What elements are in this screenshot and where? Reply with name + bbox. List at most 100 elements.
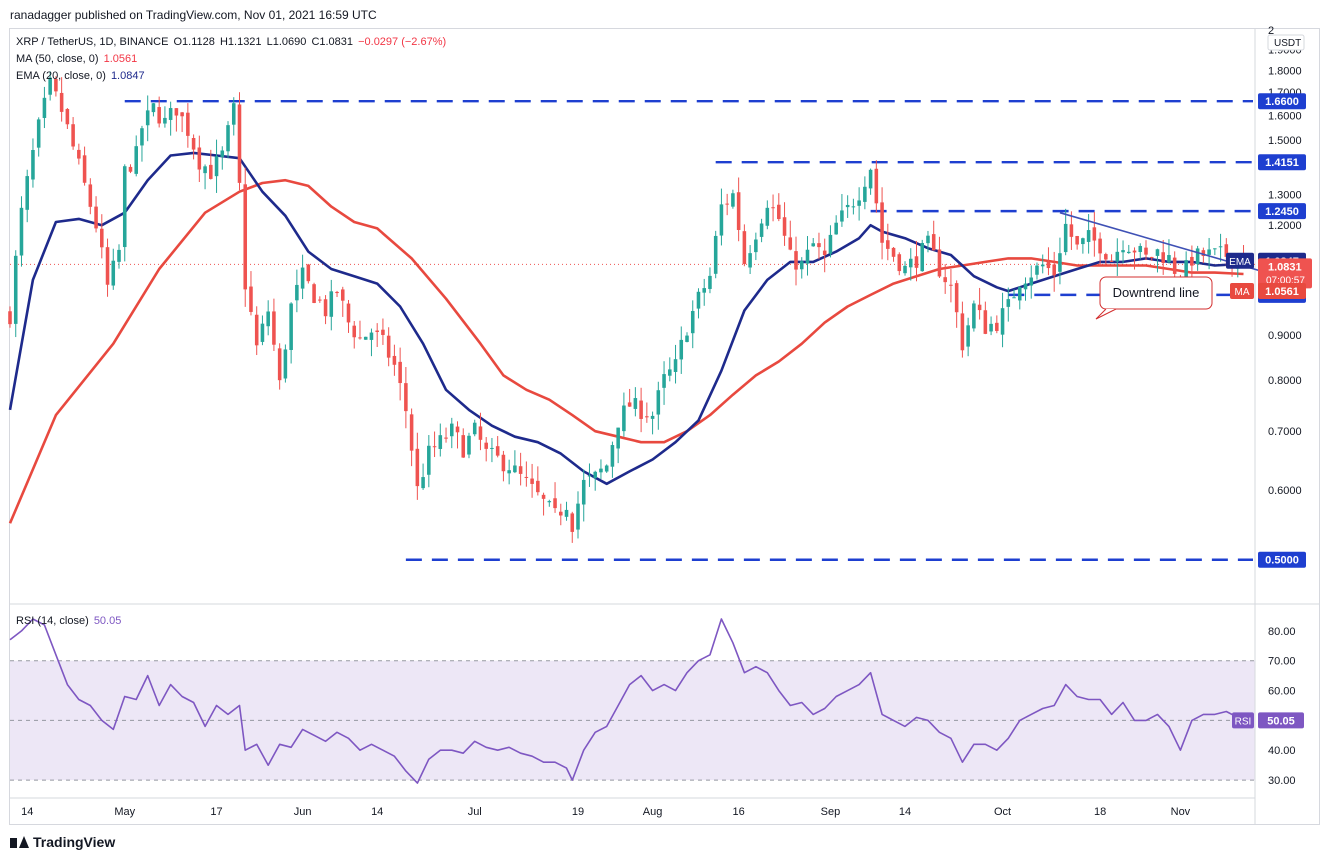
candle-body — [736, 192, 741, 230]
candle-body — [1092, 227, 1097, 241]
candle-body — [191, 138, 196, 150]
candle-body — [690, 310, 695, 334]
ma-value-tag — [1258, 283, 1306, 300]
candle-body — [685, 335, 689, 342]
candle-body — [42, 97, 47, 118]
candle-body — [444, 437, 448, 439]
candle-body — [1144, 247, 1148, 255]
candle-body — [731, 193, 735, 207]
rsi-tick-label: 70.00 — [1268, 656, 1296, 668]
candle-body — [197, 147, 202, 170]
candle-body — [943, 277, 947, 283]
candle-body — [541, 494, 546, 499]
candle-body — [668, 369, 672, 376]
candle-body — [1040, 264, 1045, 267]
candle-body — [1184, 260, 1188, 289]
candle-body — [1023, 283, 1028, 290]
candle-body — [19, 207, 24, 256]
candle-body — [214, 156, 219, 177]
candle-body — [1218, 246, 1223, 248]
ma-tag-badge — [1230, 283, 1254, 300]
level-price-tag — [1258, 93, 1306, 110]
candle-body — [100, 228, 104, 248]
rsi-value-label: 50.05 — [1267, 715, 1295, 727]
brand-name: TradingView — [33, 834, 116, 850]
rsi-legend-value: 50.05 — [93, 615, 122, 627]
candle-body — [604, 465, 609, 472]
candle-body — [1195, 248, 1200, 265]
symbol-legend: XRP / TetherUS, 1D, BINANCE O1.1128 H1.1… — [16, 36, 446, 48]
rsi-tag-text: RSI — [1235, 716, 1252, 727]
candle-body — [937, 249, 942, 277]
candle-body — [157, 107, 161, 124]
candle-body — [834, 222, 838, 235]
time-tick-label: 14 — [371, 806, 383, 818]
candle-body — [530, 478, 534, 484]
candle-body — [627, 402, 632, 407]
candle-body — [306, 264, 311, 282]
symbol-name[interactable]: XRP / TetherUS, 1D, BINANCE — [16, 36, 169, 48]
price-tick-label: 1.2000 — [1268, 220, 1302, 232]
candle-body — [231, 103, 236, 125]
level-price-label: 1.6600 — [1265, 96, 1299, 108]
candle-body — [300, 267, 305, 289]
price-tick-label: 0.7000 — [1268, 426, 1302, 438]
candle-body — [134, 146, 138, 174]
candle-body — [799, 261, 804, 270]
candle-body — [886, 240, 890, 249]
candle-body — [1132, 250, 1137, 253]
level-price-tag — [1258, 551, 1306, 568]
candle-body — [1052, 264, 1056, 276]
candle-body — [920, 242, 925, 272]
candle-body — [765, 207, 770, 226]
candle-body — [1012, 297, 1016, 299]
price-tick-label: 0.6000 — [1268, 485, 1302, 497]
price-tick-label: 1.5000 — [1268, 135, 1302, 147]
candle-body — [1058, 253, 1062, 272]
candle-body — [840, 210, 844, 222]
close-value: C1.0831 — [311, 36, 354, 48]
candle-body — [1109, 260, 1114, 262]
rsi-band — [10, 660, 1255, 781]
candle-body — [140, 128, 144, 146]
candle-body — [54, 78, 58, 92]
last-price-tag — [1258, 258, 1312, 289]
candle-body — [13, 255, 18, 324]
ma-value-label: 1.0561 — [1265, 286, 1299, 298]
candle-body — [254, 314, 259, 346]
time-tick-label: 19 — [572, 806, 584, 818]
level-price-label: 0.5000 — [1265, 555, 1299, 567]
candle-body — [128, 166, 133, 172]
candle-body — [180, 112, 184, 117]
candle-body — [59, 92, 64, 112]
ma-label[interactable]: MA (50, close, 0) — [16, 53, 99, 65]
candle-body — [432, 446, 437, 448]
footer-brand[interactable]: TradingView — [10, 834, 115, 850]
candle-body — [404, 383, 408, 412]
rsi-label[interactable]: RSI (14, close) — [16, 615, 89, 627]
candle-body — [570, 513, 575, 532]
candle-body — [1172, 257, 1177, 274]
candle-body — [260, 323, 265, 342]
candle-body — [352, 325, 357, 338]
ma-tag-text: MA — [1235, 287, 1250, 298]
candle-body — [168, 108, 173, 120]
candle-body — [1224, 244, 1229, 257]
candle-body — [1081, 238, 1085, 245]
candle-body — [1063, 223, 1068, 253]
candle-body — [1167, 255, 1171, 263]
open-value: O1.1128 — [173, 36, 215, 48]
time-tick-label: Jun — [294, 806, 312, 818]
candle-body — [754, 239, 758, 253]
time-tick-label: 17 — [210, 806, 222, 818]
rsi-tick-label: 80.00 — [1268, 626, 1296, 638]
candle-body — [174, 108, 179, 116]
candle-body — [949, 284, 953, 286]
rsi-line — [9, 618, 1244, 784]
candle-body — [501, 454, 506, 472]
candle-body — [1035, 265, 1039, 275]
ema-label[interactable]: EMA (20, close, 0) — [16, 70, 106, 82]
candle-body — [593, 471, 597, 479]
candle-body — [455, 426, 460, 433]
